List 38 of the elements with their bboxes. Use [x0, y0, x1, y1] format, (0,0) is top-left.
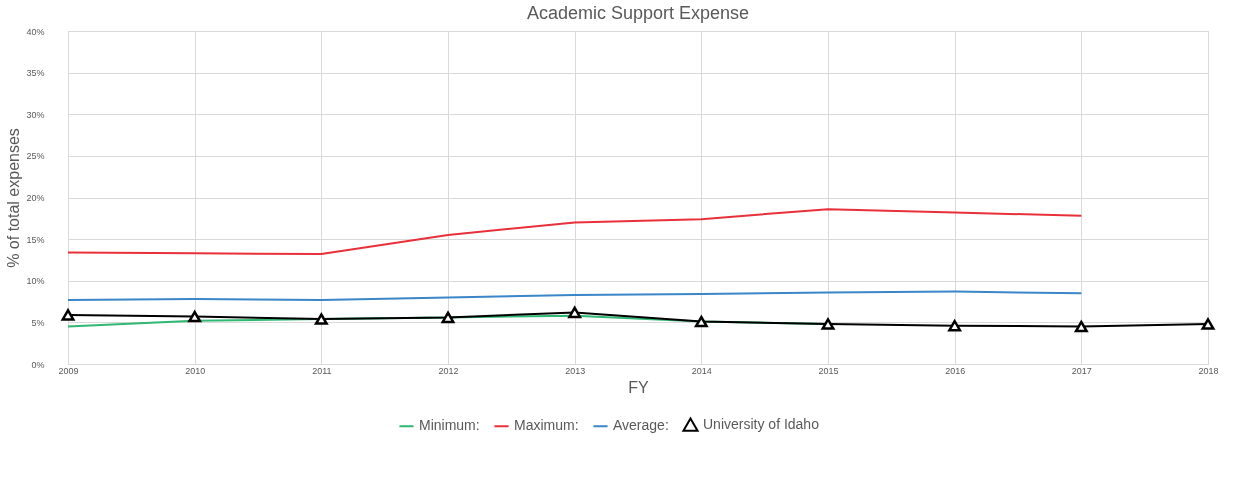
y-tick-label: 0%: [31, 359, 45, 370]
point: [694, 315, 708, 328]
point: [314, 313, 328, 325]
point: [568, 306, 582, 319]
line-series: [67, 208, 1083, 256]
y-tick-label: 20%: [26, 193, 45, 203]
chart-title: Academic Support Expense: [526, 3, 750, 23]
line-series: [67, 290, 1083, 301]
legend-label: Minimum:: [419, 417, 480, 434]
x-tick-label: 2016: [945, 365, 966, 376]
x-tick-label: 2014: [691, 365, 712, 376]
x-axis-title: FY: [628, 378, 650, 396]
point: [1074, 320, 1088, 333]
y-tick-label: 25%: [26, 151, 45, 162]
legend-label: Maximum:: [514, 417, 579, 434]
y-tick-label: 30%: [26, 109, 45, 120]
y-tick-label: 35%: [26, 68, 45, 79]
point: [188, 310, 202, 323]
x-tick-label: 2017: [1071, 365, 1092, 376]
x-tick-label: 2018: [1198, 365, 1219, 376]
y-tick-label: 40%: [26, 26, 45, 37]
point: [821, 318, 835, 330]
x-tick-label: 2012: [438, 365, 459, 376]
y-tick-label: 10%: [26, 276, 45, 287]
point: [948, 319, 962, 332]
y-tick-label: 5%: [31, 317, 45, 328]
x-tick-label: 2015: [818, 365, 839, 376]
x-tick-label: 2009: [58, 365, 79, 376]
legend-label: University of Idaho: [703, 415, 820, 432]
point: [441, 311, 455, 324]
y-axis-title: % of total expenses: [5, 128, 23, 268]
point: [61, 309, 75, 321]
x-tick-label: 2011: [312, 365, 332, 376]
x-tick-label: 2013: [565, 365, 586, 376]
legend-label: Average:: [613, 417, 669, 434]
y-tick-label: 15%: [26, 234, 45, 245]
point: [1201, 318, 1215, 330]
x-tick-label: 2010: [185, 365, 206, 376]
